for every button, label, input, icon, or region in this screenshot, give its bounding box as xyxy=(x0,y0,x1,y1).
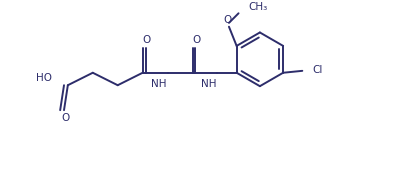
Text: CH₃: CH₃ xyxy=(248,2,267,12)
Text: NH: NH xyxy=(201,79,217,89)
Text: O: O xyxy=(142,35,151,45)
Text: Cl: Cl xyxy=(312,65,322,75)
Text: O: O xyxy=(223,15,231,25)
Text: O: O xyxy=(62,113,70,123)
Text: NH: NH xyxy=(151,79,167,89)
Text: HO: HO xyxy=(36,73,52,83)
Text: O: O xyxy=(192,35,200,45)
